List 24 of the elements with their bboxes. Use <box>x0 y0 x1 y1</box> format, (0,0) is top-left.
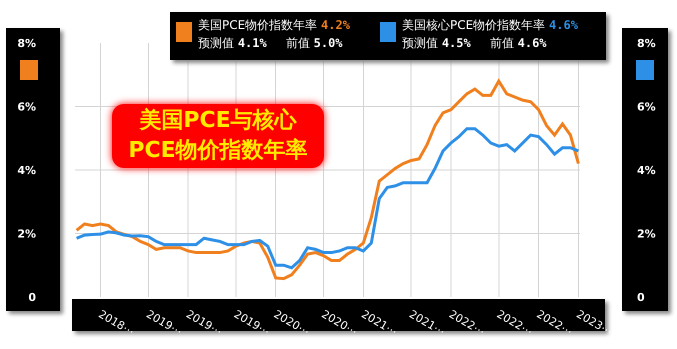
y2-tick-label: 6% <box>637 100 656 114</box>
text: 4.2% <box>321 18 350 32</box>
y2-tick-label: 2% <box>637 227 656 240</box>
y-tick-label: 6% <box>17 100 36 114</box>
y2-tick-label: 8% <box>637 36 656 50</box>
annotation: 前值 <box>286 36 310 50</box>
annotation: 4.1% <box>238 36 267 50</box>
y-tick-label: 8% <box>17 36 36 50</box>
y-tick-label: 4% <box>17 164 36 177</box>
annotation: 预测值 <box>402 36 438 50</box>
y-tick-label: 2% <box>17 227 36 240</box>
annotation: 4.6% <box>518 36 547 50</box>
line-series <box>75 80 580 280</box>
annotation: 5.0% <box>314 36 343 50</box>
annotation: 4.5% <box>442 36 471 50</box>
annotation: 预测值 <box>198 36 234 50</box>
annotation: 前值 <box>490 36 514 50</box>
y2-tick-label: 0 <box>637 290 645 304</box>
text: 4.6% <box>549 18 578 32</box>
text: 美国PCE与核心PCE物价指数年率 <box>112 104 324 168</box>
y2-tick-label: 4% <box>637 164 656 177</box>
legend-label: 美国PCE物价指数年率 <box>198 18 318 32</box>
y-tick-label: 0 <box>28 290 36 304</box>
legend-label: 美国核心PCE物价指数年率 <box>402 18 546 32</box>
